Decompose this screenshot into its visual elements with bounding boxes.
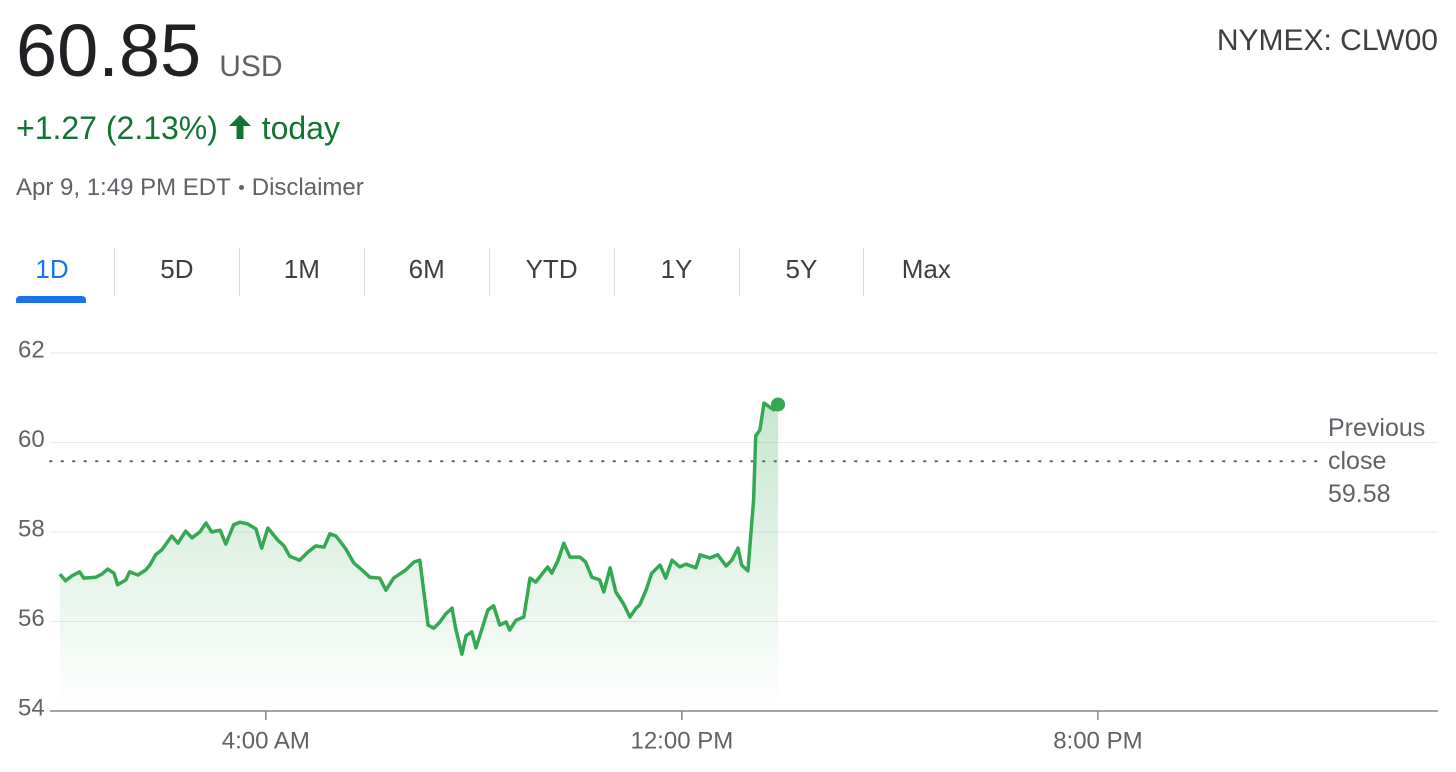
tab-separator xyxy=(238,248,240,296)
price-line xyxy=(58,401,780,656)
tab[interactable]: 1Y xyxy=(660,254,693,284)
tab[interactable]: 5D xyxy=(160,254,194,284)
up-arrow xyxy=(228,115,251,139)
exchange: NYMEX: CLW00 xyxy=(1216,24,1438,57)
x-tick-label: 4:00 AM xyxy=(222,727,310,754)
tab[interactable]: YTD xyxy=(525,254,578,284)
y-tick-label: 62 xyxy=(18,336,45,363)
y-tick-label: 58 xyxy=(18,515,45,542)
change: +1.27 (2.13%) xyxy=(16,110,218,146)
tab-separator xyxy=(863,248,865,296)
separator-dot xyxy=(238,185,244,190)
price-row: 60.85 USD xyxy=(16,8,283,93)
currency: USD xyxy=(219,50,283,83)
x-tick-label: 12:00 PM xyxy=(630,727,733,754)
tab-underline xyxy=(16,296,86,303)
timestamp-row: Apr 9, 1:49 PM EDT Disclaimer xyxy=(16,174,364,202)
timestamp: Apr 9, 1:49 PM EDT xyxy=(16,174,231,201)
tab-separator xyxy=(488,248,490,296)
reference-label: Previous close xyxy=(1328,414,1426,475)
change-period: today xyxy=(261,110,340,146)
tab[interactable]: 1M xyxy=(283,254,320,284)
y-tick-label: 54 xyxy=(18,694,45,721)
disclaimer[interactable]: Disclaimer xyxy=(251,174,364,201)
tab[interactable]: 6M xyxy=(408,254,445,284)
tab-separator xyxy=(363,248,365,296)
tab-separator xyxy=(613,248,615,296)
tab[interactable]: 1D xyxy=(35,254,69,284)
y-tick-label: 60 xyxy=(18,426,45,453)
y-tick-label: 56 xyxy=(18,605,45,632)
price: 60.85 xyxy=(16,9,202,92)
tab-separator xyxy=(114,248,115,296)
last-point xyxy=(771,397,786,412)
tab-separator xyxy=(738,248,740,296)
x-tick-label: 8:00 PM xyxy=(1053,727,1142,754)
tab[interactable]: 5Y xyxy=(785,254,818,284)
tab[interactable]: Max xyxy=(901,254,951,284)
area-fill xyxy=(59,403,779,711)
reference-value: 59.58 xyxy=(1328,480,1391,508)
change-row: +1.27 (2.13%) today xyxy=(16,110,340,147)
